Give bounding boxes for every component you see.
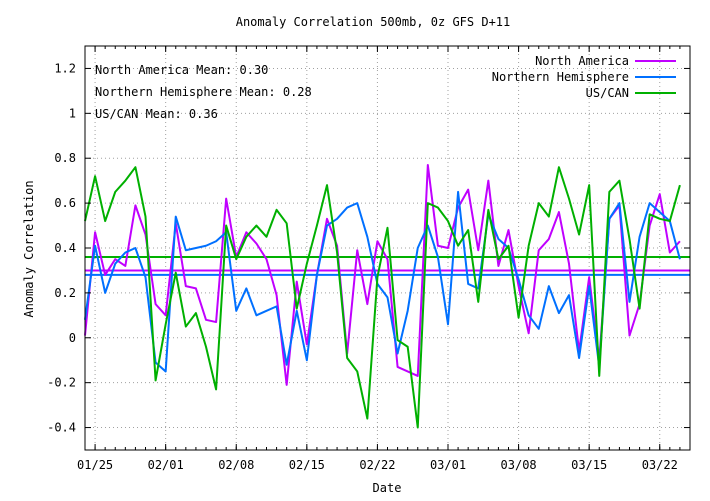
mean-annotation: US/CAN Mean: 0.36	[95, 107, 218, 121]
legend-label: North America	[535, 54, 629, 68]
x-axis-label: Date	[373, 481, 402, 495]
series-line-1	[84, 190, 681, 373]
x-tick-label: 03/01	[430, 458, 466, 472]
y-tick-label: -0.4	[47, 421, 76, 435]
chart-title: Anomaly Correlation 500mb, 0z GFS D+11	[236, 15, 511, 29]
x-tick-label: 02/22	[359, 458, 395, 472]
mean-annotation: Northern Hemisphere Mean: 0.28	[95, 85, 312, 99]
x-tick-label: 03/15	[571, 458, 607, 472]
y-tick-label: 0.2	[54, 286, 76, 300]
series-lines	[84, 163, 681, 429]
x-tick-label: 01/25	[77, 458, 113, 472]
y-tick-label: 0.4	[54, 241, 76, 255]
legend-label: US/CAN	[586, 86, 629, 100]
y-tick-label: -0.2	[47, 376, 76, 390]
y-tick-label: 0	[69, 331, 76, 345]
mean-annotations: North America Mean: 0.30 Northern Hemisph…	[95, 63, 312, 121]
x-tick-label: 02/01	[148, 458, 184, 472]
legend: North America Northern Hemisphere US/CAN	[492, 54, 676, 100]
x-tick-label: 02/15	[289, 458, 325, 472]
x-tick-label: 02/08	[218, 458, 254, 472]
mean-annotation: North America Mean: 0.30	[95, 63, 268, 77]
y-tick-label: 0.6	[54, 196, 76, 210]
x-tick-label: 03/08	[501, 458, 537, 472]
legend-label: Northern Hemisphere	[492, 70, 629, 84]
tick-marks	[84, 46, 691, 450]
y-tick-label: 1	[69, 106, 76, 120]
grid-layer	[85, 46, 690, 450]
y-tick-label: 0.8	[54, 151, 76, 165]
mean-lines	[85, 255, 690, 276]
tick-labels: -0.4 -0.2 0 0.2 0.4 0.6 0.8 1 1.2 01/25 02/01 02/08…	[47, 61, 678, 472]
y-axis-label: Anomaly Correlation	[22, 180, 36, 317]
series-line-2	[84, 166, 681, 429]
x-tick-label: 03/22	[642, 458, 678, 472]
y-tick-label: 1.2	[54, 61, 76, 75]
